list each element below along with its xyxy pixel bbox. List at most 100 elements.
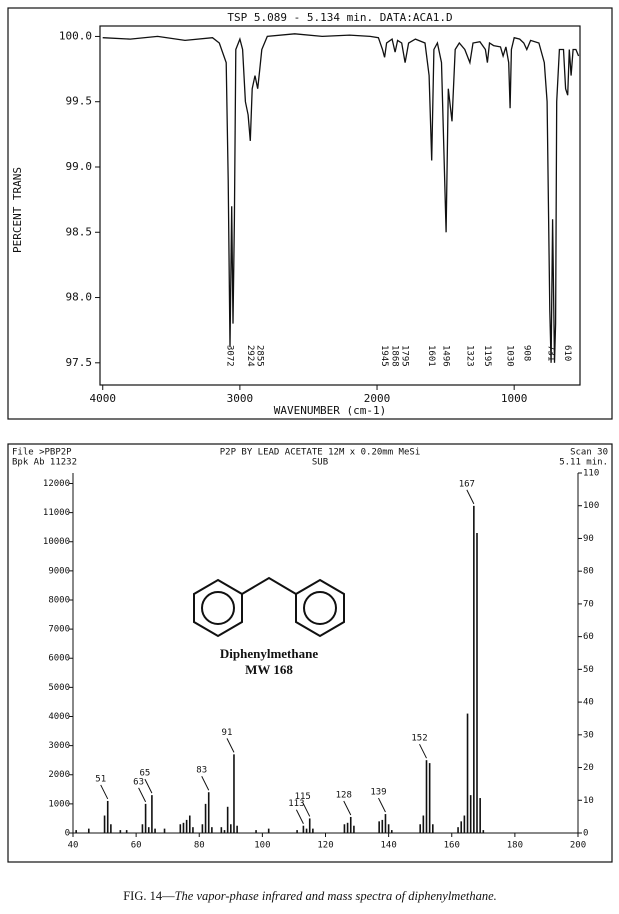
y-tick-label: 11000 — [43, 508, 70, 518]
bar — [343, 824, 346, 833]
bar — [110, 824, 112, 833]
peak-label: 1496 — [441, 345, 451, 367]
x-tick-label: 3000 — [227, 392, 254, 405]
y-tick-label: 0 — [65, 829, 70, 839]
bar — [201, 824, 204, 833]
bar — [188, 815, 191, 833]
y-tick-label: 100.0 — [59, 29, 92, 42]
x-tick-label: 4000 — [89, 392, 116, 405]
x-tick-label: 1000 — [501, 392, 528, 405]
ms-title: P2P BY LEAD ACETATE 12M x 0.20mm MeSi — [220, 448, 420, 458]
peak-label: 2924 — [245, 345, 255, 367]
spectrum-line — [102, 33, 580, 363]
molecule — [193, 576, 345, 638]
bar — [346, 822, 349, 833]
ir-title: TSP 5.089 - 5.134 min. DATA:ACA1.D — [227, 11, 452, 24]
bar — [428, 763, 431, 833]
bar — [179, 824, 182, 833]
peak-leader — [100, 784, 109, 800]
x-tick-label: 120 — [317, 841, 333, 851]
y-tick-label: 99.0 — [66, 160, 93, 173]
y-tick-label: 2000 — [48, 770, 70, 780]
y-tick-label: 3000 — [48, 741, 70, 751]
ms-border — [7, 443, 613, 863]
y2-tick-label: 30 — [583, 730, 594, 740]
bar — [425, 760, 428, 833]
x-tick-label: 180 — [507, 841, 523, 851]
peak-leader — [144, 778, 153, 794]
bar — [469, 795, 472, 833]
bar — [223, 830, 226, 833]
peak-label: 1601 — [426, 345, 436, 367]
bar — [384, 814, 387, 833]
bar — [302, 825, 305, 833]
peak-leader — [138, 787, 147, 803]
peak-label: 83 — [196, 766, 207, 776]
y2-tick-label: 50 — [583, 665, 594, 675]
x-tick-label: 200 — [570, 841, 586, 851]
bar — [141, 824, 144, 833]
peak-label: 139 — [370, 788, 386, 798]
bar — [119, 830, 122, 833]
ms-scan: Scan 30 — [570, 448, 608, 458]
bar — [378, 821, 380, 833]
y-tick-label: 9000 — [48, 566, 70, 576]
bar — [220, 827, 223, 833]
peak-label: 2855 — [254, 345, 264, 367]
peak-label: 51 — [95, 774, 106, 784]
y2-tick-label: 60 — [583, 632, 594, 642]
plot-frame — [99, 25, 581, 386]
bar — [185, 819, 188, 833]
y2-tick-label: 100 — [583, 501, 599, 511]
x-tick-label: 80 — [194, 841, 205, 851]
bar — [147, 827, 150, 833]
bar — [106, 800, 109, 833]
y2-tick-label: 80 — [583, 567, 594, 577]
bar — [387, 824, 390, 833]
peak-label: 152 — [411, 734, 427, 744]
bar — [432, 824, 434, 833]
peak-label: 731 — [546, 345, 556, 361]
peak-label: 1195 — [482, 345, 492, 367]
bar — [308, 818, 311, 833]
peak-label: 167 — [459, 479, 475, 489]
bar — [419, 824, 421, 833]
peak-label: 1030 — [505, 345, 515, 367]
y-tick-label: 12000 — [43, 479, 70, 489]
y2-tick-label: 40 — [583, 698, 594, 708]
y-tick-label: 98.5 — [66, 225, 93, 238]
y-tick-label: 99.5 — [66, 95, 93, 108]
y2-tick-label: 20 — [583, 763, 594, 773]
peak-leader — [419, 743, 427, 759]
peak-leader — [226, 738, 235, 753]
bar — [296, 830, 298, 833]
bar — [381, 819, 384, 833]
y-axis-title: PERCENT TRANS — [11, 167, 24, 253]
bar — [125, 830, 128, 833]
bar — [479, 798, 481, 833]
bar — [422, 815, 425, 833]
y-tick-label: 8000 — [48, 595, 70, 605]
bar — [192, 827, 194, 833]
y2-tick-label: 110 — [583, 469, 599, 479]
peak-leader — [302, 802, 311, 817]
molecular-weight: MW 168 — [245, 662, 293, 677]
peak-label: 610 — [562, 345, 572, 361]
ms-subtitle: SUB — [312, 458, 328, 468]
x-tick-label: 100 — [254, 841, 270, 851]
ms-file: File >PBP2P — [12, 448, 72, 458]
bar — [482, 830, 485, 833]
bar — [103, 815, 106, 833]
x-tick-label: 40 — [68, 841, 79, 851]
bar — [463, 815, 466, 833]
y-tick-label: 7000 — [48, 625, 70, 635]
x-tick-label: 160 — [444, 841, 460, 851]
y-tick-label: 1000 — [48, 799, 70, 809]
caption-text: The vapor-phase infrared and mass spectr… — [175, 889, 497, 903]
bar — [267, 828, 270, 833]
bar — [476, 533, 478, 833]
peak-leader — [343, 800, 352, 816]
x-tick-label: 2000 — [364, 392, 391, 405]
peak-label: 128 — [336, 790, 352, 800]
